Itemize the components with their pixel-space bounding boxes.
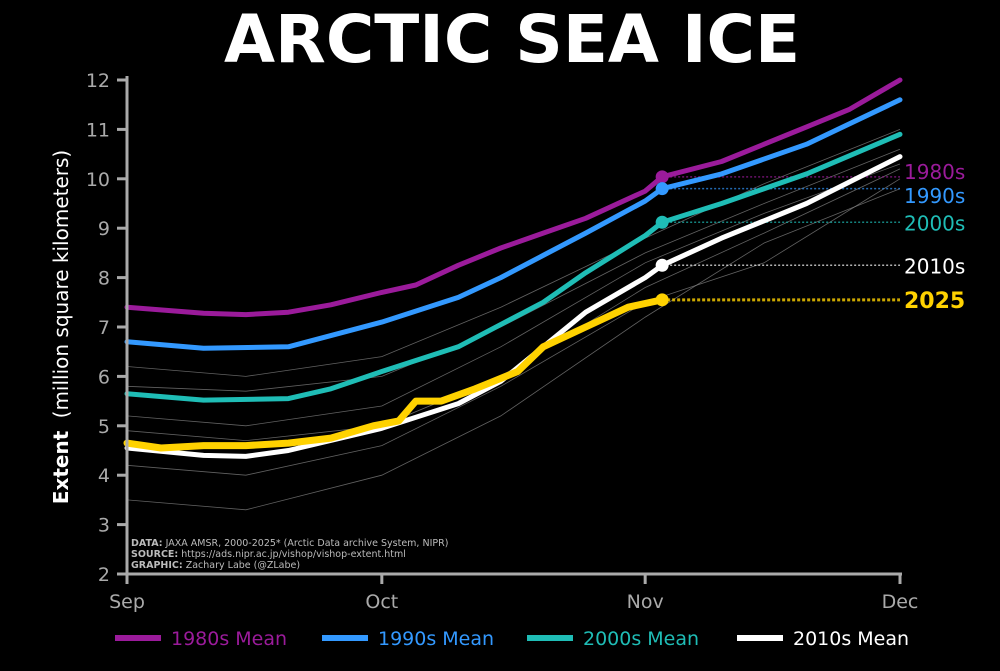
series-line-1990s — [124, 97, 903, 351]
series-label-2025: 2025 — [904, 289, 965, 314]
source-note: DATA: JAXA AMSR, 2000-2025* (Arctic Data… — [131, 538, 448, 571]
end-point-1990s — [655, 182, 669, 196]
source-note-text: Zachary Labe (@ZLabe) — [183, 560, 300, 571]
source-note-line: DATA: JAXA AMSR, 2000-2025* (Arctic Data… — [131, 538, 448, 549]
series-line-2000s — [124, 131, 903, 403]
end-point-2010s — [655, 258, 669, 272]
y-tick-label: 5 — [98, 416, 110, 438]
legend-label-1990s: 1990s Mean — [378, 628, 494, 650]
end-point-1980s — [655, 170, 669, 184]
series-line-1980s — [124, 77, 903, 318]
y-axis-label-rest: (million square kilometers) — [49, 150, 73, 419]
y-tick-label: 9 — [98, 218, 110, 240]
y-tick-label: 3 — [98, 515, 110, 537]
series-label-1980s: 1980s — [904, 160, 965, 184]
end-point-2000s — [655, 215, 669, 229]
y-tick-label: 6 — [98, 366, 110, 388]
legend-label-1980s: 1980s Mean — [171, 628, 287, 650]
legend-label-2010s: 2010s Mean — [793, 628, 909, 650]
series-line-2025 — [123, 296, 666, 452]
source-note-key: DATA: — [131, 538, 163, 549]
y-tick-label: 11 — [86, 119, 110, 141]
x-tick-label: Oct — [365, 591, 398, 613]
individual-year-line — [126, 188, 901, 511]
individual-year-line — [126, 129, 901, 377]
y-tick-label: 10 — [86, 169, 110, 191]
source-note-text: JAXA AMSR, 2000-2025* (Arctic Data archi… — [163, 538, 449, 549]
y-tick-label: 12 — [86, 70, 110, 92]
individual-years — [126, 129, 901, 511]
axes: 2 3 4 5 6 7 8 9 10 11 12 Sep Oct Nov Dec — [86, 70, 919, 613]
source-note-key: GRAPHIC: — [131, 560, 183, 571]
individual-year-line — [126, 178, 901, 476]
legend-label-2000s: 2000s Mean — [583, 628, 699, 650]
series-line-2010s — [124, 154, 903, 459]
y-axis-label-bold: Extent — [49, 430, 73, 504]
source-note-line: GRAPHIC: Zachary Labe (@ZLabe) — [131, 560, 300, 571]
y-tick-label: 2 — [98, 564, 110, 586]
y-tick-label: 7 — [98, 317, 110, 339]
x-tick-label: Dec — [882, 591, 919, 613]
y-axis-label: Extent (million square kilometers) — [49, 150, 73, 504]
y-tick-label: 8 — [98, 268, 110, 290]
source-note-key: SOURCE: — [131, 549, 178, 560]
chart-title: ARCTIC SEA ICE — [224, 1, 800, 78]
legend: 1980s Mean 1990s Mean 2000s Mean 2010s Mean — [115, 628, 909, 650]
series-label-2010s: 2010s — [904, 254, 965, 278]
individual-year-line — [126, 163, 901, 427]
x-tick-label: Sep — [109, 591, 145, 613]
series-label-2000s: 2000s — [904, 211, 965, 235]
source-note-text: https://ads.nipr.ac.jp/vishop/vishop-ext… — [178, 549, 406, 560]
x-tick-label: Nov — [627, 591, 664, 613]
source-note-line: SOURCE: https://ads.nipr.ac.jp/vishop/vi… — [131, 549, 406, 560]
end-point-2025 — [655, 293, 669, 307]
y-tick-label: 4 — [98, 465, 110, 487]
series-label-1990s: 1990s — [904, 184, 965, 208]
